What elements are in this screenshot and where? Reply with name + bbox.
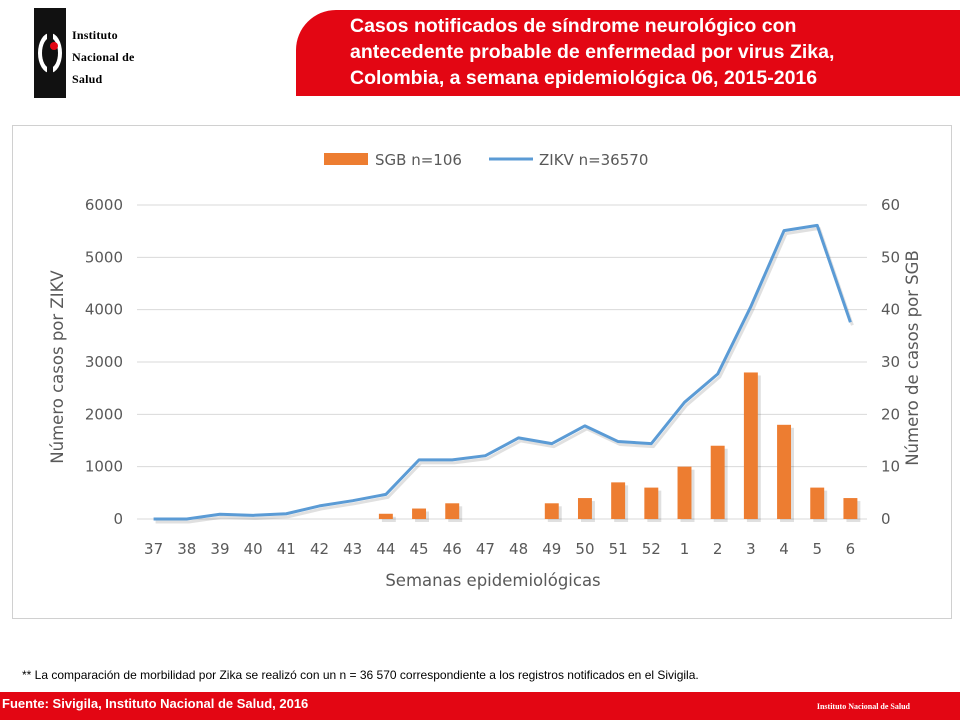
footer-org: Instituto Nacional de Salud <box>816 702 910 711</box>
x-tick-label: 41 <box>277 540 296 558</box>
y-tick-label: 2000 <box>85 405 123 423</box>
title-line-3: Colombia, a semana epidemiológica 06, 20… <box>350 67 818 89</box>
logo-line-2: Nacional de <box>72 50 135 64</box>
x-tick-label: 42 <box>310 540 329 558</box>
y-tick-label: 3000 <box>85 353 123 371</box>
x-tick-label: 6 <box>846 540 856 558</box>
sgb-bar <box>412 508 427 519</box>
y-tick-label: 4000 <box>85 301 123 319</box>
sgb-bar <box>611 482 626 519</box>
sgb-bars <box>378 372 861 522</box>
x-tick-label: 4 <box>779 540 789 558</box>
sgb-bar <box>544 503 559 519</box>
page-title: Casos notificados de síndrome neurológic… <box>350 13 950 91</box>
x-tick-label: 5 <box>812 540 822 558</box>
y-tick-label: 1000 <box>85 458 123 476</box>
x-tick-label: 38 <box>177 540 196 558</box>
footer-bar: Fuente: Sivigila, Instituto Nacional de … <box>0 692 960 720</box>
y2-tick-label: 20 <box>881 405 900 423</box>
y-tick-label: 5000 <box>85 248 123 266</box>
footer-source: Fuente: Sivigila, Instituto Nacional de … <box>2 696 309 711</box>
y2-tick-label: 0 <box>881 510 891 528</box>
sgb-bar <box>644 487 659 519</box>
chart-legend: SGB n=106 ZIKV n=36570 <box>324 151 648 169</box>
tick-labels: 0 1000 2000 3000 4000 5000 6000 0 10 20 30 40 50 60 37… <box>85 196 900 558</box>
y2-tick-label: 30 <box>881 353 900 371</box>
y2-tick-label: 60 <box>881 196 900 214</box>
x-tick-label: 47 <box>476 540 495 558</box>
x-tick-label: 40 <box>244 540 263 558</box>
title-line-2: antecedente probable de enfermedad por v… <box>350 41 835 63</box>
y2-tick-label: 50 <box>881 248 900 266</box>
ins-logo: Instituto Nacional de Salud <box>34 8 184 100</box>
y2-tick-label: 40 <box>881 301 900 319</box>
x-tick-label: 45 <box>409 540 428 558</box>
x-tick-label: 43 <box>343 540 362 558</box>
x-tick-label: 44 <box>376 540 395 558</box>
combo-chart: 0 1000 2000 3000 4000 5000 6000 0 10 20 30 40 50 60 37… <box>48 151 922 590</box>
title-banner: Casos notificados de síndrome neurológic… <box>296 10 960 96</box>
x-tick-label: 46 <box>443 540 462 558</box>
y-tick-label: 0 <box>113 510 123 528</box>
x-tick-label: 3 <box>746 540 756 558</box>
x-tick-label: 37 <box>144 540 163 558</box>
x-tick-label: 39 <box>210 540 229 558</box>
logo-line-3: Salud <box>72 72 103 86</box>
sgb-bar <box>843 498 858 519</box>
legend-label-zikv: ZIKV n=36570 <box>539 151 648 169</box>
logo-text: Instituto Nacional de Salud <box>72 24 135 90</box>
bar-shadow <box>381 516 396 522</box>
sgb-bar <box>378 513 393 519</box>
sgb-bar <box>445 503 460 519</box>
y2-tick-label: 10 <box>881 458 900 476</box>
sgb-bar <box>577 498 592 519</box>
zikv-line <box>153 223 852 521</box>
logo-line-1: Instituto <box>72 28 118 42</box>
y-tick-label: 6000 <box>85 196 123 214</box>
sgb-bar <box>677 466 692 519</box>
x-axis-title: Semanas epidemiológicas <box>385 571 600 590</box>
ins-logo-icon <box>34 8 66 98</box>
x-tick-label: 51 <box>609 540 628 558</box>
y-axis-title: Número casos por ZIKV <box>48 270 67 464</box>
x-tick-label: 50 <box>575 540 594 558</box>
x-tick-label: 49 <box>542 540 561 558</box>
zikv-line-group <box>153 223 854 524</box>
legend-label-sgb: SGB n=106 <box>375 151 462 169</box>
legend-swatch-sgb <box>324 153 368 165</box>
zikv-line-shadow <box>155 226 854 524</box>
sgb-bar <box>710 445 725 519</box>
footnote: ** La comparación de morbilidad por Zika… <box>22 668 699 682</box>
y2-axis-title: Número de casos por SGB <box>903 250 922 466</box>
x-tick-label: 1 <box>680 540 690 558</box>
chart-frame: 0 1000 2000 3000 4000 5000 6000 0 10 20 30 40 50 60 37… <box>12 125 952 619</box>
x-tick-label: 52 <box>642 540 661 558</box>
grid-lines <box>137 204 867 520</box>
x-tick-label: 2 <box>713 540 723 558</box>
x-tick-label: 48 <box>509 540 528 558</box>
sgb-bar <box>743 372 758 519</box>
sgb-bar <box>810 487 825 519</box>
sgb-bar <box>777 424 792 519</box>
title-line-1: Casos notificados de síndrome neurológic… <box>350 15 797 37</box>
